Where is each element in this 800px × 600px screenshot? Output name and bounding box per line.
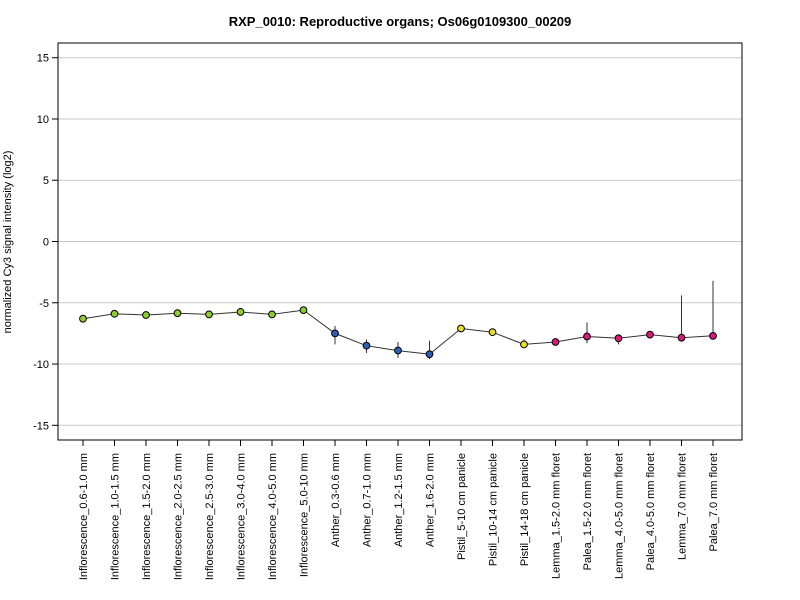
- y-tick-label: 15: [37, 53, 49, 65]
- x-tick-label: Anther_1.6-2.0 mm: [425, 453, 437, 547]
- data-point: [551, 338, 560, 346]
- data-point: [236, 308, 245, 316]
- y-tick-label: 10: [37, 114, 49, 126]
- data-point: [583, 332, 591, 341]
- data-point: [173, 309, 182, 318]
- y-tick-label: 5: [43, 175, 49, 187]
- x-tick-label: Palea_4.0-5.0 mm floret: [645, 453, 657, 570]
- x-tick-label: Inflorescence_3.0-4.0 mm: [236, 453, 248, 580]
- x-axis: Inflorescence_0.6-1.0 mm Inflorescence_1.…: [78, 440, 720, 580]
- data-point: [268, 310, 276, 319]
- y-axis-label: normalized Cy3 signal intensity (log2): [2, 151, 14, 334]
- x-tick-label: Lemma_7.0 mm floret: [677, 453, 689, 560]
- x-tick-label: Inflorescence_4.0-5.0 mm: [267, 453, 279, 580]
- x-tick-label: Inflorescence_1.0-1.5 mm: [110, 453, 122, 580]
- x-tick-label: Inflorescence_2.0-2.5 mm: [173, 453, 185, 580]
- data-point: [709, 331, 717, 340]
- y-tick-label: -10: [33, 359, 49, 371]
- data-point: [142, 311, 150, 319]
- x-tick-label: Anther_1.2-1.5 mm: [393, 453, 405, 547]
- data-point: [394, 346, 402, 355]
- x-tick-label: Inflorescence_2.5-3.0 mm: [204, 453, 216, 580]
- y-tick-label: 0: [43, 237, 49, 249]
- data-point: [488, 328, 497, 337]
- data-point: [110, 309, 119, 318]
- y-tick-label: -15: [33, 420, 49, 432]
- x-tick-label: Pistil_10-14 cm panicle: [488, 453, 500, 566]
- data-point: [646, 330, 654, 339]
- data-point: [520, 340, 528, 349]
- data-point: [614, 334, 623, 343]
- plot-frame: [57, 42, 743, 441]
- data-point: [79, 314, 87, 323]
- x-tick-label: Palea_7.0 mm floret: [708, 453, 720, 551]
- y-tick-label: -5: [39, 298, 49, 310]
- gridlines: [58, 57, 742, 426]
- data-point: [457, 324, 465, 333]
- data-point: [331, 329, 339, 338]
- data-point: [299, 306, 308, 315]
- x-tick-label: Pistil_14-18 cm panicle: [519, 453, 531, 566]
- data-point: [205, 310, 213, 319]
- data-points: [79, 306, 717, 359]
- x-tick-label: Inflorescence_0.6-1.0 mm: [78, 453, 90, 580]
- x-tick-label: Lemma_1.5-2.0 mm floret: [551, 453, 563, 579]
- y-axis: -15 -10 -5 0 5 10 15: [33, 53, 58, 432]
- x-tick-label: Lemma_4.0-5.0 mm floret: [614, 453, 626, 579]
- data-point: [362, 341, 371, 350]
- data-point: [425, 350, 434, 359]
- x-tick-label: Anther_0.7-1.0 mm: [362, 453, 374, 547]
- x-tick-label: Palea_1.5-2.0 mm floret: [582, 453, 594, 570]
- x-tick-label: Inflorescence_5.0-10 mm: [299, 453, 311, 577]
- x-tick-label: Anther_0.3-0.6 mm: [330, 453, 342, 547]
- data-point: [677, 333, 686, 342]
- x-tick-label: Pistil_5-10 cm panicle: [456, 453, 468, 560]
- chart-title: RXP_0010: Reproductive organs; Os06g0109…: [229, 14, 572, 29]
- x-tick-label: Inflorescence_1.5-2.0 mm: [141, 453, 153, 580]
